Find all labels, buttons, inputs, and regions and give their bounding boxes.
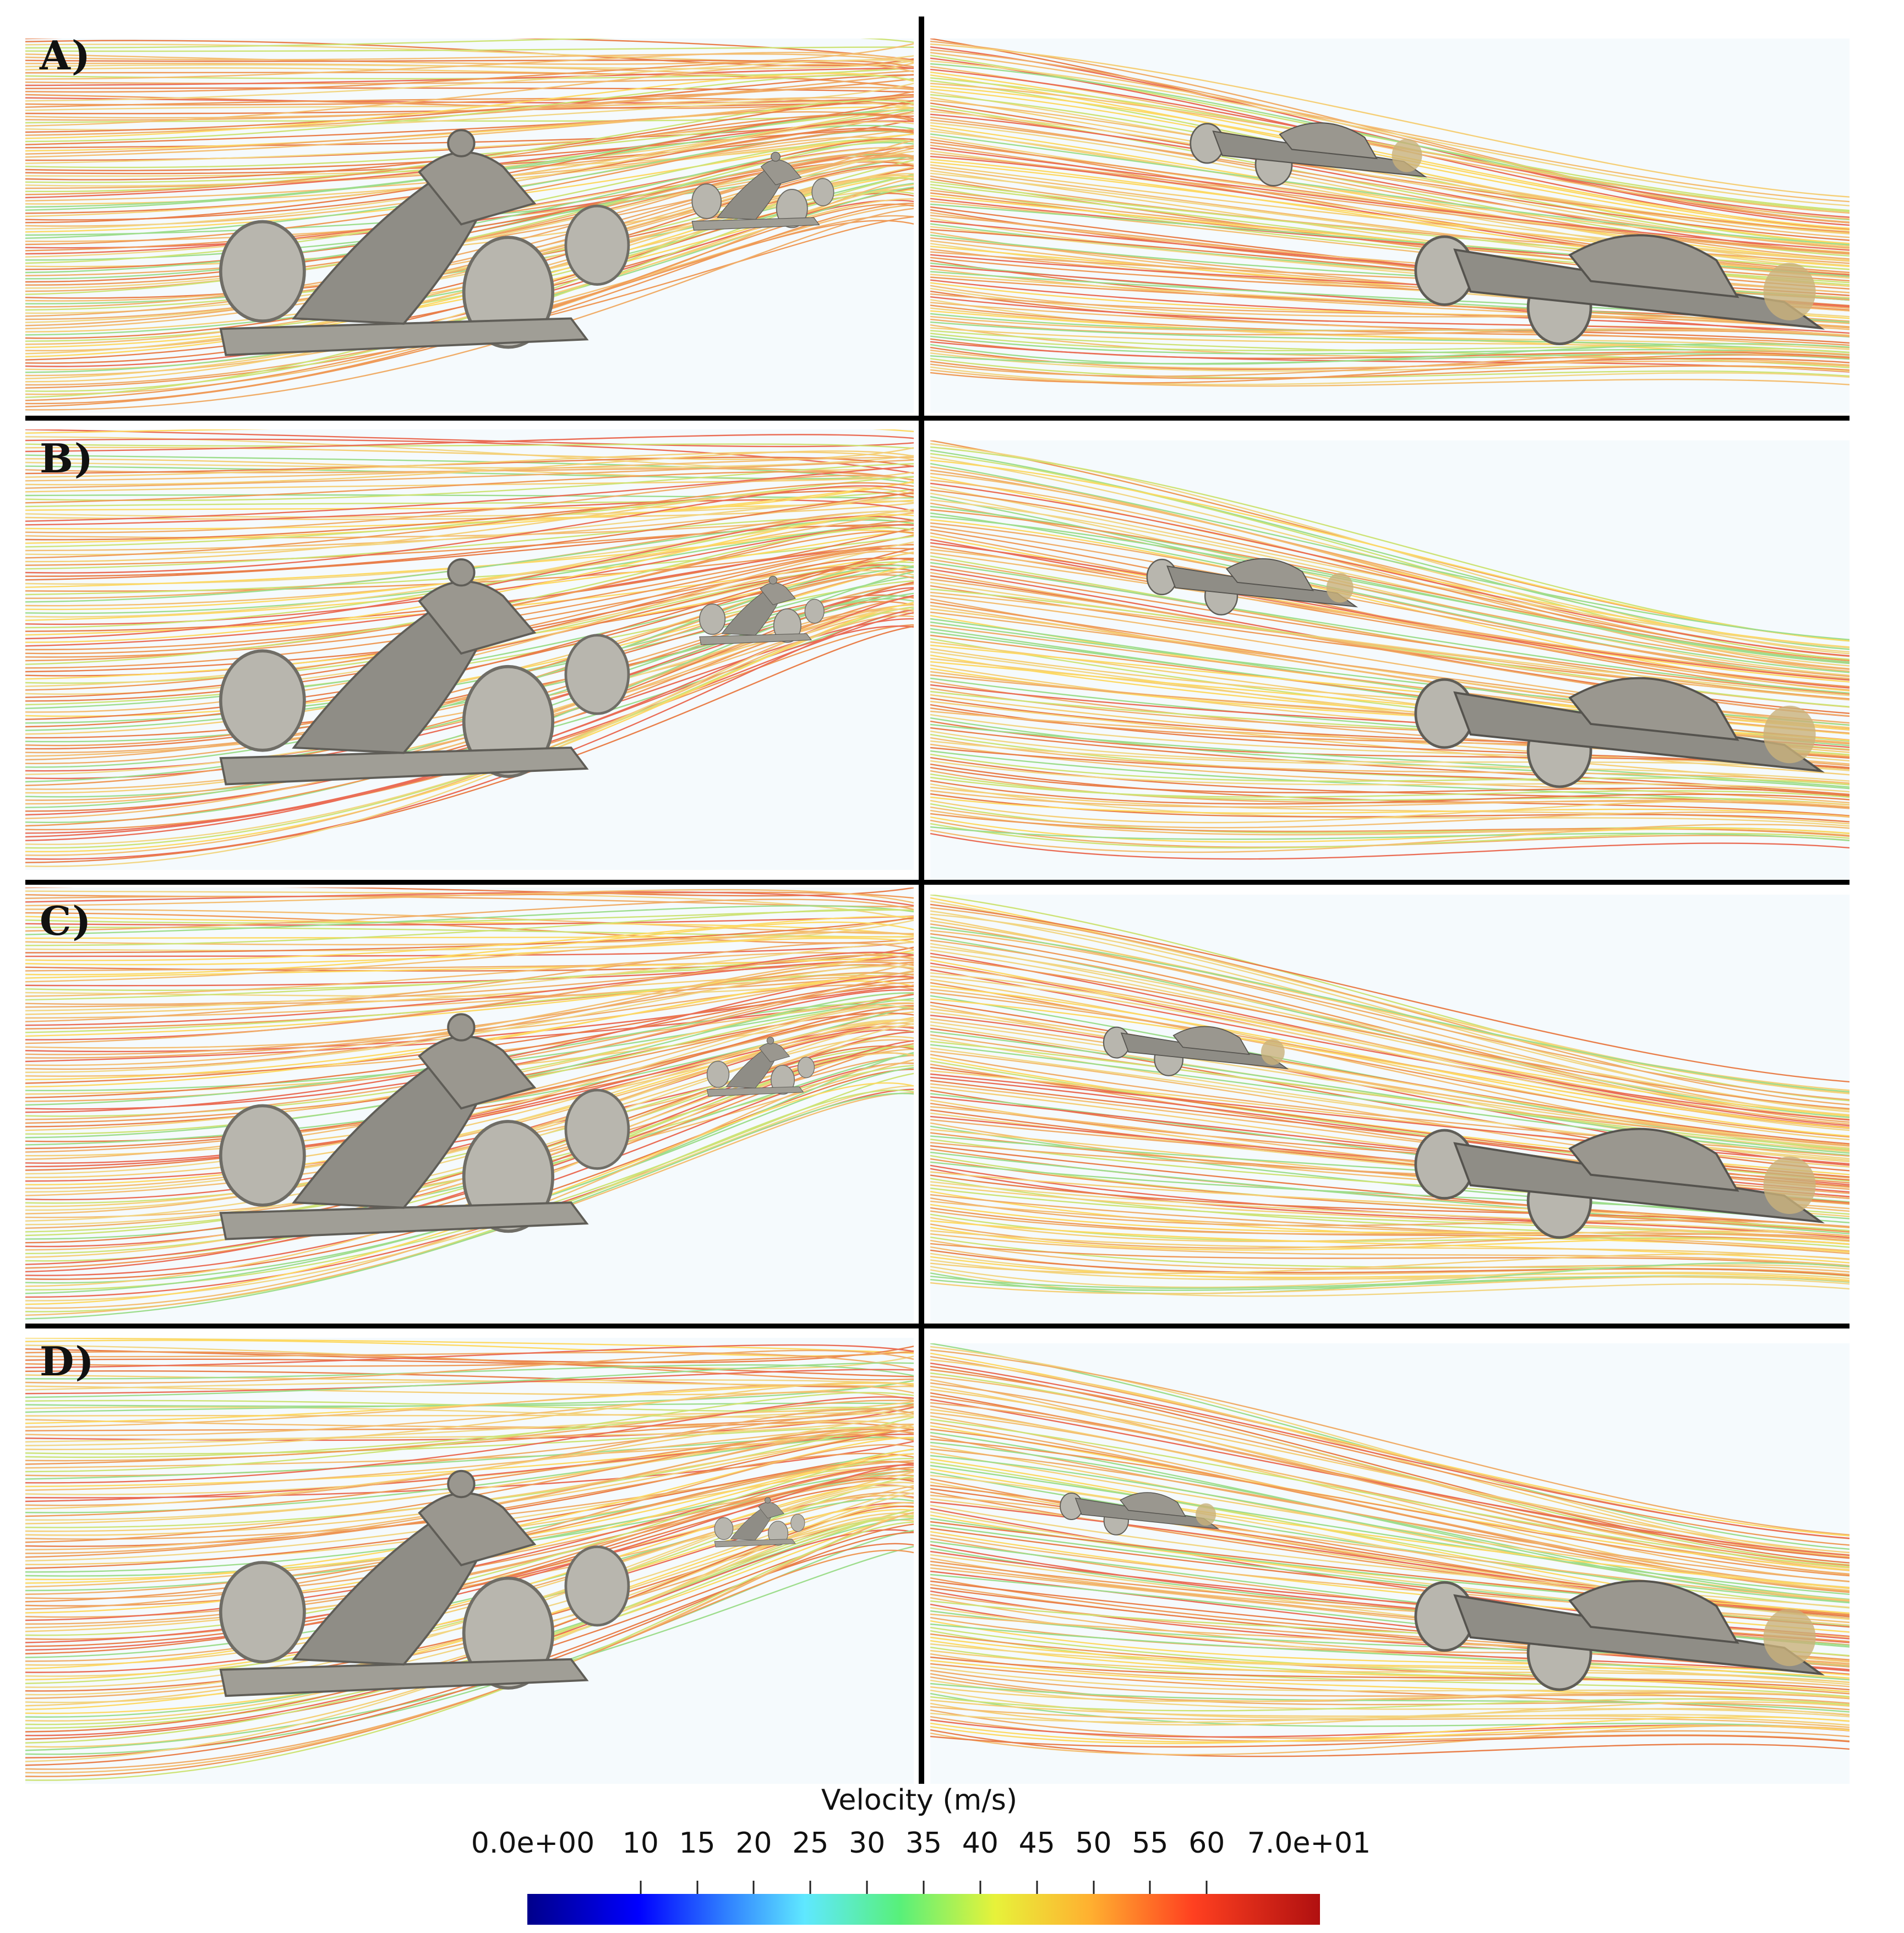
panel-b-front-view [25,429,914,870]
race-car [1414,1128,1825,1239]
colorbar-tick [1036,1881,1038,1895]
colorbar-title: Velocity (m/s) [821,1784,1018,1817]
race-car [219,558,630,786]
colorbar-tick-label: 55 [1132,1827,1169,1860]
colorbar-tick-label: 15 [679,1827,716,1860]
colorbar-tick-label: 60 [1188,1827,1225,1860]
colorbar-tick-label: 40 [962,1827,999,1860]
streamlines [25,1338,914,1781]
race-car [691,151,834,231]
panel-c-front-view [25,887,914,1322]
row-label-b: B) [40,435,94,482]
colorbar-tick-label: 25 [792,1827,829,1860]
panel-b-side-view [930,440,1850,881]
colorbar-tick [1205,1881,1208,1895]
vertical-divider [919,17,924,1784]
colorbar-tick [809,1881,811,1895]
race-car [1060,1492,1220,1535]
streamline-render [25,1338,914,1784]
colorbar-tick-label: 50 [1075,1827,1112,1860]
horizontal-divider-3 [25,1324,1850,1328]
streamlines [25,39,914,411]
colorbar-tick-label: 30 [849,1827,886,1860]
colorbar-tick [1093,1881,1095,1895]
race-car [1103,1026,1289,1076]
panel-a-side-view [930,39,1850,413]
colorbar-tick [696,1881,699,1895]
race-car [219,129,630,356]
race-car [219,1013,630,1240]
colorbar-gradient [527,1894,1320,1925]
colorbar-tick [640,1881,642,1895]
colorbar-tick-label: 45 [1018,1827,1055,1860]
colorbar-tick [1149,1881,1151,1895]
colorbar-tick-label: 7.0e+01 [1247,1827,1371,1860]
colorbar-tick [979,1881,981,1895]
race-car [1146,558,1359,616]
streamline-render [930,440,1850,881]
colorbar-tick-label: 10 [622,1827,659,1860]
streamline-render [25,39,914,413]
panel-c-side-view [930,895,1850,1330]
race-car [706,1037,815,1097]
panel-d-side-view [930,1343,1850,1784]
row-label-d: D) [40,1338,95,1385]
colorbar-tick-label: 20 [735,1827,772,1860]
race-car [714,1497,805,1548]
colorbar-tick [923,1881,925,1895]
row-label-a: A) [40,32,91,79]
horizontal-divider-2 [25,880,1850,885]
streamline-render [930,1343,1850,1784]
colorbar-tick [866,1881,868,1895]
race-car [1414,234,1825,345]
horizontal-divider-1 [25,416,1850,421]
velocity-colorbar: Velocity (m/s) 0.0e+00 10 15 20 25 30 35 40 45 50… [468,1784,1371,1927]
panel-a-front-view [25,39,914,413]
streamline-render [25,887,914,1322]
streamline-render [25,429,914,870]
colorbar-tick-label: 0.0e+00 [471,1827,595,1860]
streamline-render [930,895,1850,1330]
race-car [699,575,825,645]
race-car [219,1469,630,1697]
colorbar-tick [752,1881,755,1895]
panel-d-front-view [25,1338,914,1784]
colorbar-tick-label: 35 [905,1827,942,1860]
row-label-c: C) [40,897,92,944]
race-car [1190,122,1428,187]
race-car [1414,1580,1825,1691]
streamline-render [930,39,1850,413]
race-car [1414,677,1825,788]
